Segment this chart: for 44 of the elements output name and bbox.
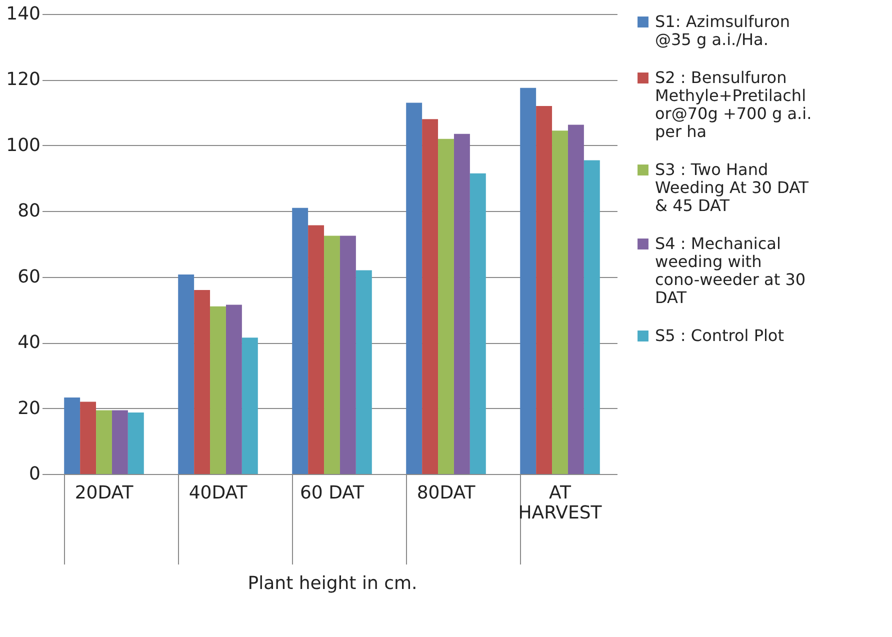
bar: [96, 410, 112, 474]
bar: [64, 397, 80, 474]
x-tick-label: 60 DAT: [300, 482, 366, 504]
bar: [340, 236, 356, 474]
y-tick-label: 100: [6, 134, 40, 156]
bar: [292, 208, 308, 474]
bar: [194, 290, 210, 474]
y-tick-label: 40: [18, 332, 40, 354]
legend-label: S1: Azimsulfuron @35 g a.i./Ha.: [655, 12, 790, 49]
bar: [178, 274, 194, 474]
bar: [422, 119, 438, 474]
bar: [568, 124, 584, 474]
bar: [226, 304, 242, 474]
bar: [80, 402, 96, 474]
legend-label: S3 : Two Hand Weeding At 30 DAT & 45 DAT: [655, 160, 809, 215]
bar: [128, 412, 144, 474]
y-tick-label: 80: [18, 200, 40, 222]
x-axis-title: Plant height in cm.: [248, 573, 418, 594]
x-tick-label: 40DAT: [188, 482, 248, 504]
bar: [406, 102, 422, 474]
x-tick-label: AT HARVEST: [518, 482, 603, 524]
bar: [242, 338, 258, 474]
bar: [308, 225, 324, 474]
y-tick-label: 120: [6, 69, 40, 90]
bar: [584, 160, 600, 474]
y-tick-label: 20: [18, 398, 40, 419]
y-tick-label: 140: [6, 4, 40, 24]
bar: [454, 134, 470, 474]
y-tick-label: 60: [18, 266, 40, 288]
y-tick-label: 0: [29, 464, 40, 484]
bar: [536, 106, 552, 474]
bar: [438, 138, 454, 474]
bar: [210, 306, 226, 474]
bar: [552, 130, 568, 474]
bar: [324, 236, 340, 474]
x-tick-label: 80DAT: [416, 482, 476, 504]
legend-label: S5 : Control Plot: [655, 326, 784, 345]
bar: [356, 270, 372, 474]
legend-label: S4 : Mechanical weeding with cono-weeder at 30 DAT: [655, 234, 806, 307]
bar: [470, 173, 486, 474]
legend-label: S2 : Bensulfuron Methyle+Pretilachlor@70g +700 g a.i. per ha: [655, 68, 812, 141]
bar: [112, 410, 128, 474]
bar: [520, 88, 536, 474]
x-tick-label: 20DAT: [74, 482, 134, 504]
